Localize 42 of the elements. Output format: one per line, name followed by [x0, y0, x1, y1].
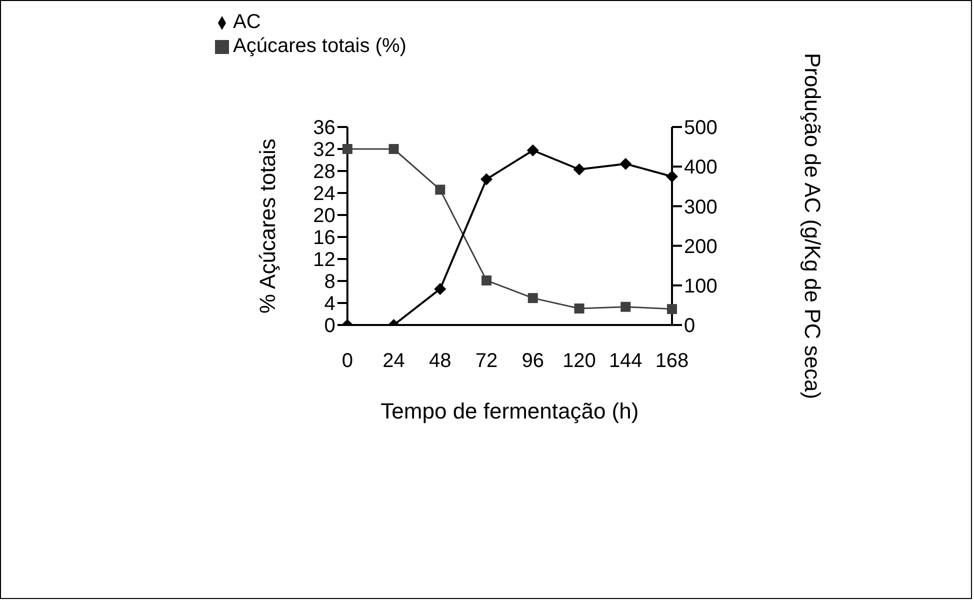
point: [435, 184, 446, 195]
point: [666, 170, 678, 182]
y-tick-label: 8: [324, 271, 336, 294]
y-tick-label: 24: [313, 183, 336, 206]
point: [528, 293, 538, 304]
y-tick-label: 28: [313, 161, 336, 184]
x-tick-label: 48: [429, 350, 452, 372]
point: [388, 144, 399, 154]
x-tick-label: 144: [608, 350, 642, 372]
point: [342, 144, 352, 154]
point: [480, 173, 493, 186]
y-tick-label: 0: [324, 315, 336, 338]
y2-tick-label: 300: [684, 196, 718, 218]
y-tick-label: 4: [324, 293, 336, 316]
y-tick-label: 12: [313, 249, 336, 272]
x-tick-label: 120: [562, 350, 596, 372]
y2-tick-label: 400: [684, 156, 718, 179]
y2-tick-label: 100: [684, 276, 718, 298]
y2-tick-label: 200: [684, 236, 718, 258]
point: [667, 304, 677, 314]
y-tick-label: 32: [313, 139, 336, 162]
legend-label: Açúcares totais (%): [233, 35, 406, 57]
point: [620, 302, 631, 312]
point: [573, 163, 586, 176]
y-tick-label: 36: [313, 117, 336, 140]
x-tick-label: 96: [522, 350, 544, 372]
x-axis-title: Tempo de fermentação (h): [380, 398, 639, 424]
y2-tick-label: 500: [684, 117, 718, 140]
y-tick-label: 16: [313, 227, 336, 250]
point: [620, 158, 632, 170]
y-axis-title: % Açúcares totais: [255, 138, 280, 314]
x-tick-label: 0: [342, 350, 353, 372]
x-tick-label: 72: [475, 350, 498, 372]
point: [526, 144, 539, 156]
y2-tick-label: 0: [684, 315, 696, 338]
x-tick-label: 24: [382, 350, 405, 372]
x-tick-label: 168: [655, 350, 689, 372]
legend-label: AC: [233, 11, 261, 33]
point: [482, 275, 492, 286]
y-tick-label: 20: [313, 205, 336, 228]
y2-axis-title: Produção de AC (g/Kg de PC seca): [800, 52, 826, 400]
point: [574, 304, 584, 314]
